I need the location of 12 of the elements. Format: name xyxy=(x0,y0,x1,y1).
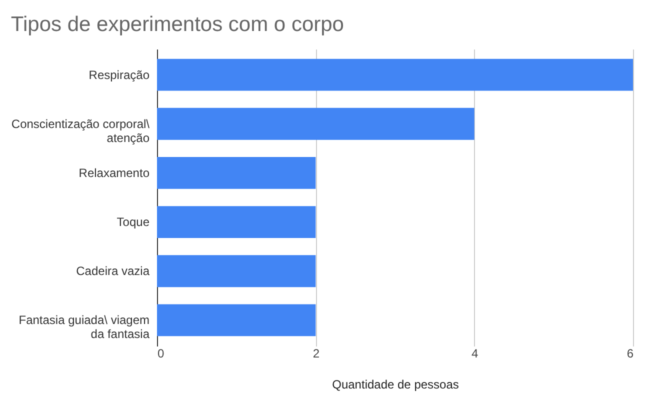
chart-title: Tipos de experimentos com o corpo xyxy=(10,13,344,36)
y-tick-label: Respiração xyxy=(88,68,150,82)
x-axis-title: Quantidade de pessoas xyxy=(332,378,459,392)
x-tick-label: 0 xyxy=(158,346,164,360)
y-tick-label: Fantasia guiada\ viagem da fantasia xyxy=(18,313,150,342)
y-tick-label: Cadeira vazia xyxy=(76,264,150,278)
x-tick-label: 6 xyxy=(626,346,634,360)
x-tick-label: 4 xyxy=(471,346,478,360)
x-tick-label: 2 xyxy=(312,346,320,360)
y-tick-label: Toque xyxy=(116,215,150,230)
y-tick-label: Relaxamento xyxy=(78,166,150,180)
y-tick-label: Conscientização corporal\ atenção xyxy=(11,116,150,145)
